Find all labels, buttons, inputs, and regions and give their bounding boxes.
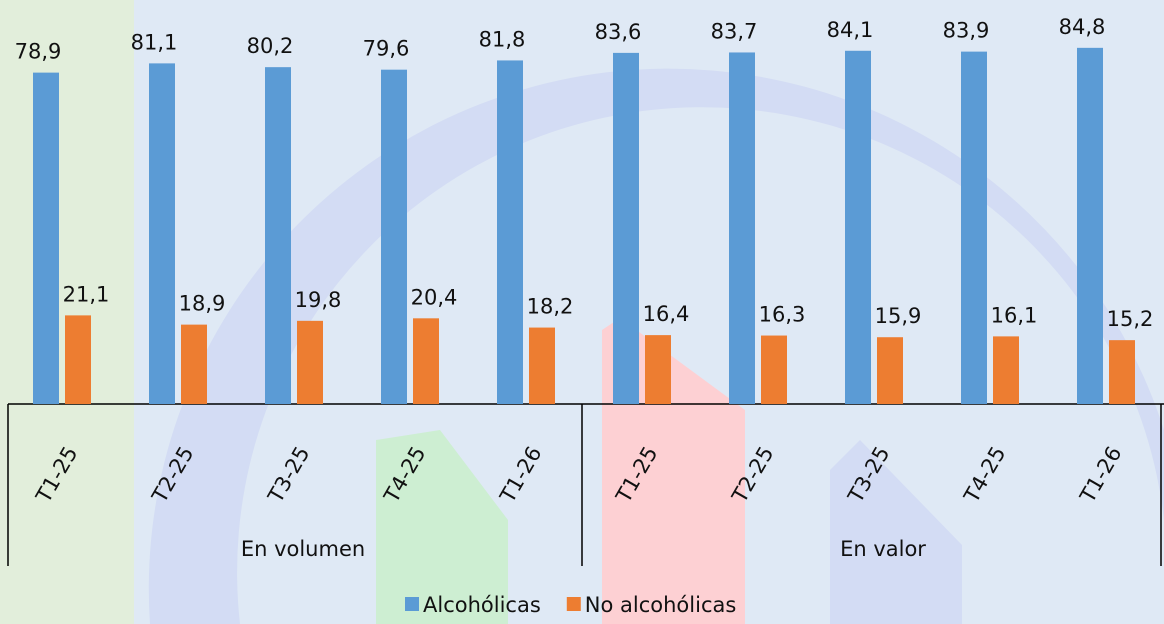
bar <box>961 52 987 404</box>
bar <box>497 60 523 404</box>
data-label: 16,1 <box>991 303 1038 327</box>
bar <box>181 325 207 404</box>
bar <box>613 53 639 404</box>
data-label: 79,6 <box>363 37 410 61</box>
data-label: 16,3 <box>759 303 806 327</box>
data-label: 15,2 <box>1107 307 1154 331</box>
bar <box>413 318 439 404</box>
bar <box>645 335 671 404</box>
data-label: 81,1 <box>131 30 178 54</box>
data-label: 18,9 <box>179 292 226 316</box>
data-label: 78,9 <box>15 40 62 64</box>
bar <box>65 315 91 404</box>
group-label: En valor <box>840 537 926 561</box>
bar <box>993 336 1019 404</box>
data-label: 15,9 <box>875 304 922 328</box>
data-label: 16,4 <box>643 302 690 326</box>
data-label: 84,1 <box>827 18 874 42</box>
data-label: 83,6 <box>595 20 642 44</box>
data-label: 21,1 <box>63 282 110 306</box>
bar <box>265 67 291 404</box>
bar <box>529 328 555 404</box>
data-label: 84,8 <box>1059 15 1106 39</box>
bar <box>297 321 323 404</box>
bar <box>877 337 903 404</box>
legend-swatch <box>567 597 581 611</box>
legend-label: Alcohólicas <box>423 593 541 617</box>
bar <box>149 63 175 404</box>
data-label: 81,8 <box>479 27 526 51</box>
data-label: 20,4 <box>411 285 458 309</box>
bar <box>33 73 59 404</box>
bar <box>729 52 755 404</box>
legend-swatch <box>405 597 419 611</box>
data-label: 80,2 <box>247 34 294 58</box>
chart: 78,921,1T1-2581,118,9T2-2580,219,8T3-257… <box>0 0 1164 624</box>
data-label: 18,2 <box>527 295 574 319</box>
bar <box>1109 340 1135 404</box>
data-label: 83,9 <box>943 19 990 43</box>
bar <box>761 336 787 404</box>
bar <box>845 51 871 404</box>
legend-label: No alcohólicas <box>585 593 737 617</box>
data-label: 83,7 <box>711 19 758 43</box>
bar <box>381 70 407 404</box>
group-label: En volumen <box>241 537 365 561</box>
bar <box>1077 48 1103 404</box>
data-label: 19,8 <box>295 288 342 312</box>
